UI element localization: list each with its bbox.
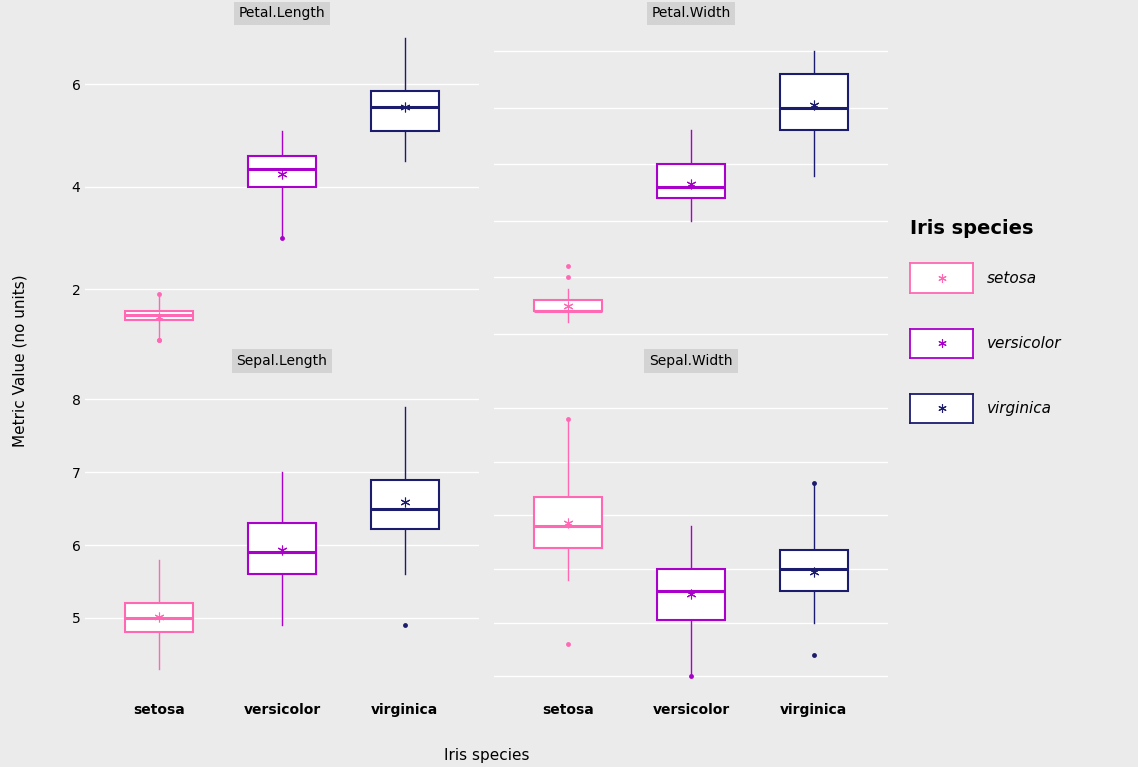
Bar — [781, 550, 848, 591]
Bar — [371, 479, 438, 528]
Bar — [248, 156, 315, 187]
Bar — [371, 91, 438, 130]
Text: Iris species: Iris species — [910, 219, 1034, 238]
Bar — [658, 164, 725, 198]
Title: Petal.Width: Petal.Width — [651, 6, 731, 21]
Text: Iris species: Iris species — [444, 748, 529, 763]
Title: Sepal.Length: Sepal.Length — [237, 354, 328, 367]
Text: virginica: virginica — [987, 401, 1052, 416]
Text: Metric Value (no units): Metric Value (no units) — [13, 274, 28, 447]
Text: setosa: setosa — [987, 271, 1037, 285]
Bar — [658, 569, 725, 620]
Text: versicolor: versicolor — [987, 336, 1061, 351]
Bar — [781, 74, 848, 130]
Bar — [125, 604, 192, 633]
Bar — [535, 496, 602, 548]
Title: Sepal.Width: Sepal.Width — [650, 354, 733, 367]
Bar — [248, 523, 315, 574]
Title: Petal.Length: Petal.Length — [239, 6, 325, 21]
Bar — [535, 300, 602, 311]
Bar — [125, 311, 192, 320]
